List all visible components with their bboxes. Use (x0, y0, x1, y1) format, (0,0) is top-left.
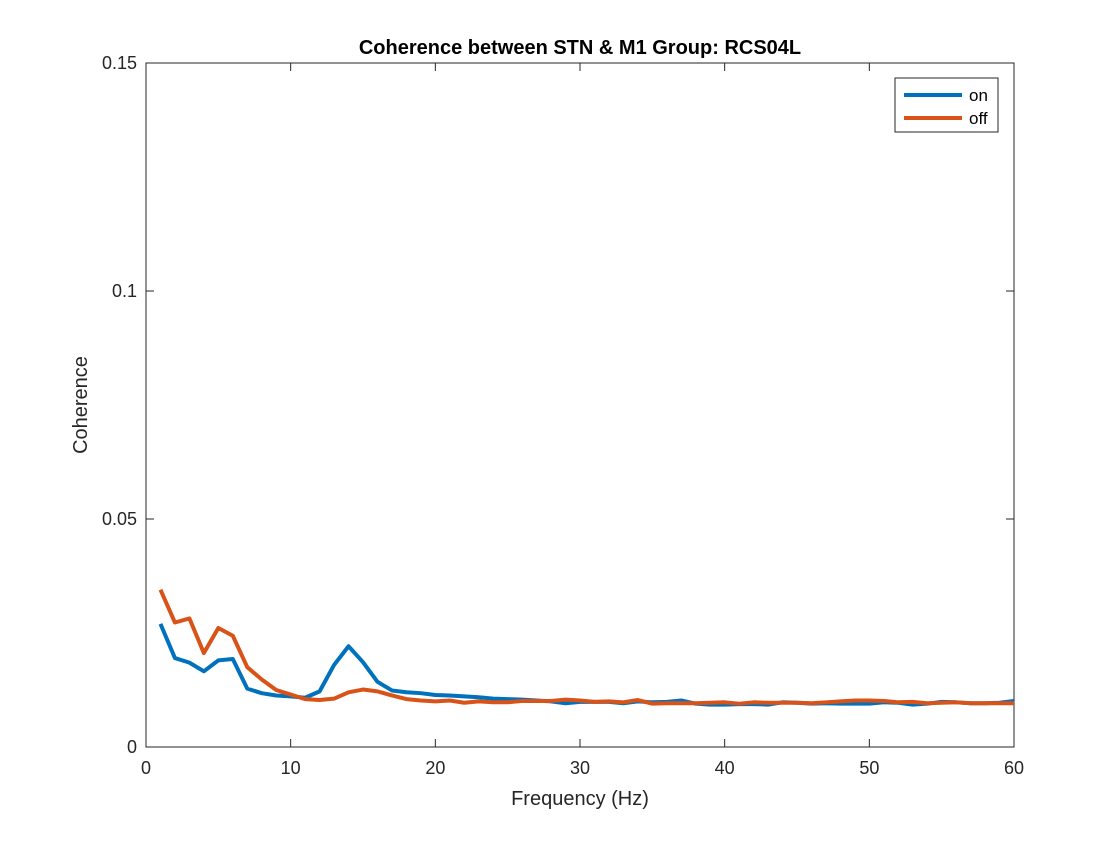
y-tick-label: 0.05 (102, 509, 137, 529)
series-line-off (158, 588, 1014, 706)
y-tick-label: 0 (127, 737, 137, 757)
legend-box (894, 77, 999, 133)
y-tick-label: 0.15 (102, 53, 137, 73)
legend-label-off: off (969, 109, 988, 128)
chart-title: Coherence between STN & M1 Group: RCS04L (359, 37, 801, 59)
plot-area (145, 62, 1015, 748)
x-tick-label: 30 (570, 758, 590, 778)
axis-ticks: 0 10 20 30 40 50 60 0 0.05 0.1 0.15 (102, 53, 1024, 778)
legend-label-on: on (969, 86, 988, 105)
x-tick-label: 20 (425, 758, 445, 778)
x-axis-label: Frequency (Hz) (511, 788, 649, 810)
x-tick-label: 0 (141, 758, 151, 778)
legend: on off (894, 77, 999, 133)
x-tick-label: 10 (281, 758, 301, 778)
x-tick-label: 60 (1004, 758, 1024, 778)
y-axis-label: Coherence (70, 356, 92, 454)
x-tick-label: 40 (715, 758, 735, 778)
x-tick-label: 50 (859, 758, 879, 778)
y-tick-label: 0.1 (112, 281, 137, 301)
series-lines (158, 588, 1015, 707)
